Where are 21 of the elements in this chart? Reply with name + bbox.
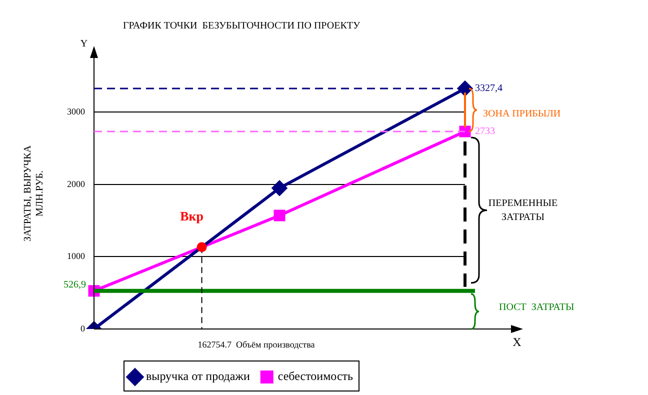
text: Y	[80, 38, 88, 50]
ref-line-label: 3327,4	[475, 83, 502, 94]
text: ПЕРЕМЕННЫЕ ЗАТРАТЫ	[488, 198, 558, 223]
x-axis-title: X	[512, 335, 522, 350]
y-axis-title: ЗАТРАТЫ, ВЫРУЧКА МЛН.РУБ.	[22, 144, 46, 242]
y-tick-label: 0	[80, 323, 86, 334]
y-tick-label: 1000	[67, 251, 86, 262]
point	[272, 180, 287, 196]
text: ПОСТ ЗАТРАТЫ	[499, 302, 575, 314]
annotation: Вкр	[180, 208, 204, 224]
text: ЗОНА ПРИБЫЛИ	[483, 108, 561, 120]
y-tick-label: 3000	[67, 106, 86, 117]
y-tick-label: 2000	[67, 178, 86, 189]
point	[458, 81, 472, 96]
ref-line-label: 526,9	[64, 280, 86, 291]
ref-line-label: 2733	[475, 126, 495, 138]
chart-title: ГРАФИК ТОЧКИ БЕЗУБЫТОЧНОСТИ ПО ПРОЕКТУ	[122, 20, 361, 32]
text: 162754.7 Объём производства	[198, 339, 315, 350]
legend-label: себестоимость	[278, 369, 354, 384]
point	[274, 210, 286, 222]
legend-label: выручка от продажи	[146, 369, 250, 384]
